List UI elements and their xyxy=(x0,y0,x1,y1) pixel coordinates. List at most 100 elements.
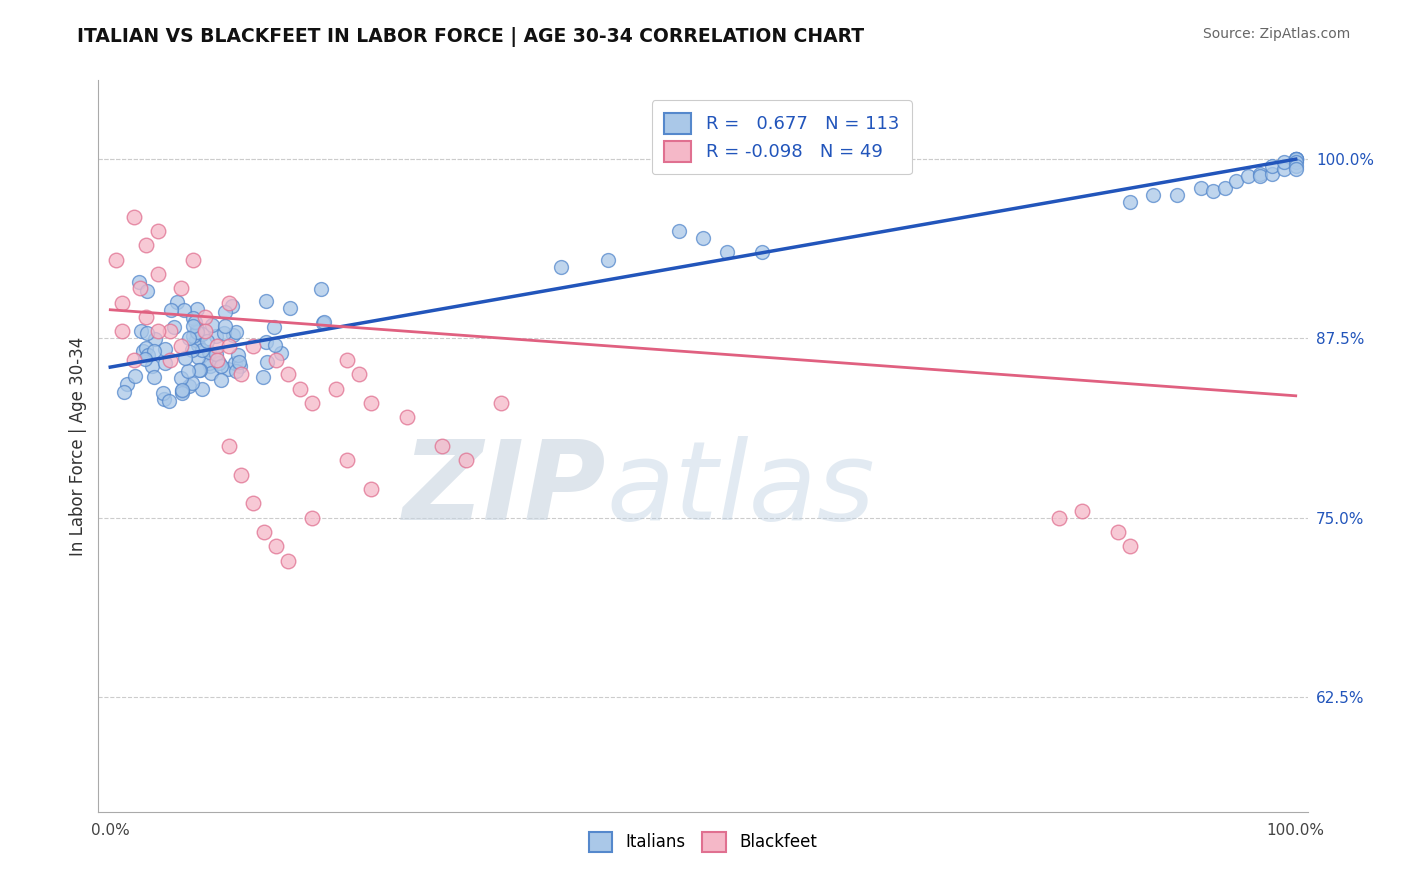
Point xyxy=(181,329,204,343)
Point xyxy=(184,315,207,329)
Point xyxy=(142,343,165,358)
Point xyxy=(550,260,572,274)
Point xyxy=(186,333,208,347)
Point xyxy=(201,318,224,332)
Point xyxy=(186,325,208,339)
Point xyxy=(263,338,285,352)
Point xyxy=(200,366,222,380)
Point xyxy=(242,496,264,510)
Point xyxy=(229,467,252,482)
Point xyxy=(181,343,204,358)
Point xyxy=(166,295,188,310)
Point xyxy=(129,324,152,338)
Point xyxy=(360,482,382,496)
Point xyxy=(1272,162,1295,177)
Point xyxy=(1285,152,1308,166)
Point xyxy=(132,344,155,359)
Point xyxy=(751,245,773,260)
Point xyxy=(191,382,214,396)
Point xyxy=(200,359,222,374)
Point xyxy=(225,325,247,339)
Point xyxy=(198,355,221,369)
Point xyxy=(226,348,249,362)
Point xyxy=(1285,155,1308,169)
Point xyxy=(1285,152,1308,166)
Point xyxy=(191,327,214,342)
Point xyxy=(1166,188,1188,202)
Point xyxy=(218,439,240,453)
Point xyxy=(205,329,228,343)
Point xyxy=(1237,169,1260,184)
Point xyxy=(254,335,277,350)
Point xyxy=(312,316,335,330)
Point xyxy=(159,353,181,368)
Point xyxy=(172,384,194,399)
Point xyxy=(174,351,197,366)
Point xyxy=(143,370,166,384)
Point xyxy=(146,267,169,281)
Point xyxy=(1047,510,1070,524)
Point xyxy=(256,354,278,368)
Point xyxy=(214,318,236,333)
Point xyxy=(112,384,135,399)
Point xyxy=(432,439,454,453)
Point xyxy=(454,453,477,467)
Point xyxy=(217,362,239,376)
Point xyxy=(668,224,690,238)
Point xyxy=(1202,184,1225,198)
Point xyxy=(186,326,208,340)
Point xyxy=(1249,169,1271,184)
Point xyxy=(288,382,311,396)
Point xyxy=(143,332,166,346)
Point xyxy=(181,252,204,267)
Point xyxy=(1261,167,1284,181)
Point xyxy=(177,331,200,345)
Point xyxy=(214,304,236,318)
Point xyxy=(187,350,209,364)
Point xyxy=(221,299,243,313)
Point xyxy=(1272,155,1295,169)
Point xyxy=(170,281,193,295)
Point xyxy=(347,368,370,382)
Point xyxy=(264,353,287,368)
Point xyxy=(229,359,252,374)
Text: atlas: atlas xyxy=(606,436,875,543)
Point xyxy=(124,368,146,383)
Point xyxy=(170,385,193,400)
Point xyxy=(152,385,174,400)
Point xyxy=(153,342,176,356)
Point xyxy=(270,346,292,360)
Point xyxy=(254,293,277,308)
Point xyxy=(598,252,620,267)
Point xyxy=(218,338,240,352)
Point xyxy=(194,324,217,338)
Point xyxy=(122,210,145,224)
Point xyxy=(212,326,235,340)
Point xyxy=(135,238,157,252)
Point xyxy=(201,348,224,362)
Point xyxy=(263,320,285,334)
Point xyxy=(183,311,205,326)
Point xyxy=(157,394,180,409)
Point xyxy=(111,295,134,310)
Point xyxy=(204,347,226,361)
Point xyxy=(336,453,359,467)
Point xyxy=(111,324,134,338)
Point xyxy=(1261,159,1284,173)
Point xyxy=(336,353,359,368)
Point xyxy=(692,231,714,245)
Legend: Italians, Blackfeet: Italians, Blackfeet xyxy=(582,826,824,858)
Point xyxy=(491,396,513,410)
Point xyxy=(186,301,208,316)
Point xyxy=(205,353,228,368)
Point xyxy=(277,554,299,568)
Y-axis label: In Labor Force | Age 30-34: In Labor Force | Age 30-34 xyxy=(69,336,87,556)
Point xyxy=(301,510,323,524)
Point xyxy=(205,338,228,352)
Point xyxy=(177,364,200,378)
Text: ZIP: ZIP xyxy=(402,436,606,543)
Point xyxy=(187,338,209,352)
Point xyxy=(1119,540,1142,554)
Point xyxy=(1285,162,1308,177)
Point xyxy=(115,377,138,392)
